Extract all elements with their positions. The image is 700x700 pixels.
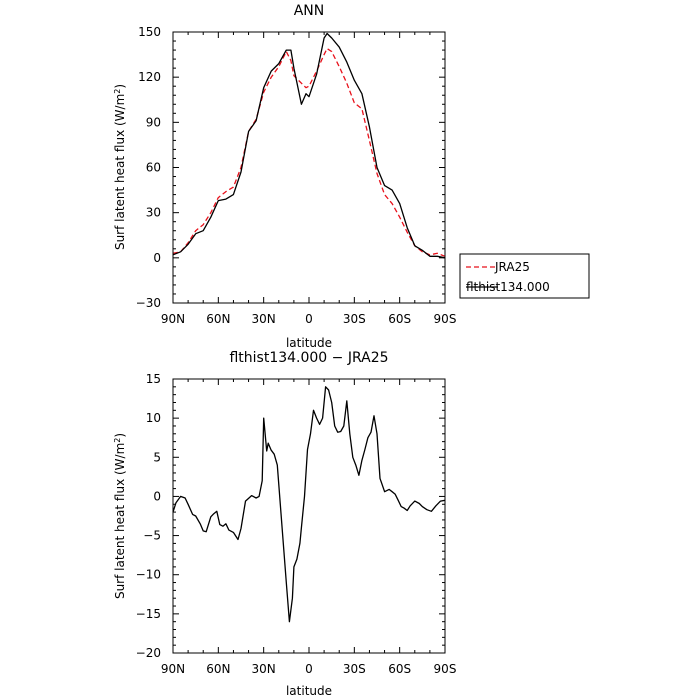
- x-tick-label: 60S: [388, 312, 411, 326]
- legend-label-flthist: flthist134.000: [466, 280, 550, 294]
- y-tick-label: 60: [146, 161, 161, 175]
- x-tick-label: 0: [305, 312, 313, 326]
- y-tick-label: 0: [153, 251, 161, 265]
- x-axis-label: latitude: [286, 336, 332, 350]
- series-line-jra25: [172, 47, 446, 257]
- y-tick-label: −30: [136, 296, 161, 310]
- x-tick-label: 90S: [434, 312, 457, 326]
- plot-frame-difference: [172, 378, 446, 654]
- series-line-0-difference: [172, 386, 446, 623]
- x-tick-label: 30N: [252, 662, 276, 676]
- x-tick-label: 30S: [343, 312, 366, 326]
- y-tick-label: −5: [143, 529, 161, 543]
- chart-panel-difference: flthist134.000 − JRA25 90N 60N 30N 0 30S 60S 9…: [113, 350, 456, 698]
- chart-title: ANN: [294, 3, 325, 19]
- y-tick-label: 150: [138, 25, 161, 39]
- x-tick-label: 0: [305, 662, 313, 676]
- x-axis-label-difference: latitude: [286, 684, 332, 698]
- y-tick-label: −20: [136, 646, 161, 660]
- y-tick-label: −10: [136, 568, 161, 582]
- series-line-flthist134: [172, 32, 446, 259]
- y-tick-label: 15: [146, 372, 161, 386]
- y-tick-label: 120: [138, 70, 161, 84]
- x-tick-label: 90N: [161, 312, 185, 326]
- y-tick-label: 10: [146, 411, 161, 425]
- legend: JRA25 flthist134.000: [459, 253, 590, 299]
- x-tick-label: 60S: [388, 662, 411, 676]
- y-axis-label-difference: Surf latent heat flux (W/m2): [113, 433, 127, 599]
- x-tick-label: 30S: [343, 662, 366, 676]
- plot-frame: [172, 31, 446, 304]
- x-tick-label: 60N: [206, 662, 230, 676]
- y-tick-label: 30: [146, 206, 161, 220]
- chart-title-difference: flthist134.000 − JRA25: [229, 350, 388, 366]
- y-tick-label: 5: [153, 450, 161, 464]
- y-tick-label: −15: [136, 607, 161, 621]
- legend-label-jra25: JRA25: [494, 260, 530, 274]
- x-tick-label: 60N: [206, 312, 230, 326]
- y-tick-label: 90: [146, 115, 161, 129]
- x-tick-label: 90S: [434, 662, 457, 676]
- y-tick-label: 0: [153, 489, 161, 503]
- x-tick-label: 30N: [252, 312, 276, 326]
- chart-panel-annual: ANN 90N 60N 30N 0 30S 60S 90S−300306090120150 …: [113, 3, 590, 350]
- y-axis-label: Surf latent heat flux (W/m2): [113, 84, 127, 250]
- x-tick-label: 90N: [161, 662, 185, 676]
